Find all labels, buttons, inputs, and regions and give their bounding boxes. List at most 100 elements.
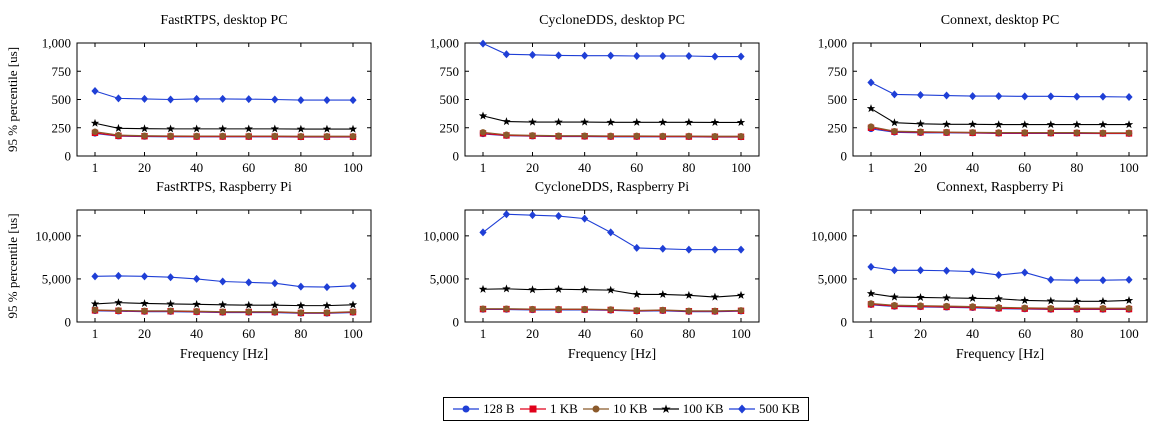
series-100kb-point — [296, 124, 306, 133]
legend-swatch-circle-icon — [453, 405, 480, 413]
subplot-4: FastRTPS, Raspberry Pi 0 5,000 10,000 1 20 40 6… — [5, 180, 372, 362]
series-10kb-point — [271, 132, 279, 140]
series-10kb-point — [969, 129, 976, 136]
series-100kb-line — [870, 108, 1129, 126]
series-100kb-point — [684, 117, 694, 126]
x-tick-label: 80 — [682, 160, 695, 175]
series-100kb-point — [1124, 296, 1134, 305]
plot-frame — [852, 209, 1148, 323]
series-100kb-point — [270, 300, 279, 309]
series-10kb-point — [633, 132, 640, 140]
series-100kb-point — [1098, 120, 1108, 129]
x-tick-label: 40 — [966, 326, 979, 341]
x-tick-label: 100 — [1119, 160, 1139, 175]
x-tick-label: 20 — [138, 160, 151, 175]
series-10kb-point — [685, 132, 693, 140]
series-500kb-point — [271, 95, 279, 104]
series-500kb-point — [91, 272, 99, 281]
series-500kb-point — [633, 51, 641, 60]
plot-frame — [76, 209, 372, 323]
series-500kb-point — [554, 212, 563, 221]
series-10kb-point — [479, 305, 487, 312]
series-100kb-point — [114, 298, 123, 307]
series-10kb-point — [245, 132, 252, 140]
series-10kb-point — [1073, 129, 1081, 136]
series-100kb-point — [580, 285, 589, 294]
series-500kb-point — [1099, 92, 1107, 101]
series-500kb-point — [890, 266, 899, 275]
series-500kb-point — [140, 272, 149, 281]
x-tick-label: 20 — [526, 160, 539, 175]
series-10kb-point — [737, 307, 745, 314]
series-10kb-point — [91, 128, 99, 135]
series-10kb-point — [711, 133, 719, 140]
series-100kb-point — [580, 117, 589, 126]
series-500kb-point — [685, 245, 693, 254]
series-10kb-point — [193, 308, 200, 315]
series-10kb-point — [555, 132, 562, 139]
series-500kb-point — [166, 95, 175, 104]
series-500kb-point — [1047, 92, 1055, 101]
series-500kb-point — [969, 92, 977, 101]
legend-swatch-diamond-icon — [728, 404, 755, 414]
series-10kb-point — [115, 131, 122, 139]
series-10kb-point — [867, 300, 875, 307]
x-tick-label: 40 — [966, 160, 979, 175]
legend-swatch-circle-icon — [583, 405, 610, 413]
y-tick-label: 0 — [453, 315, 460, 330]
series-500kb-point — [737, 52, 745, 61]
series-100kb-point — [478, 111, 488, 120]
y-tick-label: 250 — [828, 120, 848, 135]
y-tick-label: 0 — [841, 315, 848, 330]
x-axis-label: Frequency [Hz] — [956, 347, 1044, 362]
series-500kb-point — [969, 267, 977, 276]
y-tick-label: 250 — [52, 120, 72, 135]
series-100kb-point — [192, 299, 201, 308]
x-tick-label: 100 — [1119, 326, 1139, 341]
x-tick-label: 60 — [242, 160, 255, 175]
subplot-1: FastRTPS, desktop PC 0 250 500 750 1,000 1 20 40… — [5, 13, 372, 175]
series-100kb-point — [244, 124, 253, 133]
y-tick-label: 1,000 — [42, 36, 71, 51]
x-tick-label: 60 — [242, 326, 255, 341]
plot-frame — [464, 209, 760, 323]
series-10kb-point — [297, 309, 305, 316]
series-500kb-point — [91, 87, 99, 96]
y-tick-label: 1,000 — [430, 36, 459, 51]
series-10kb-point — [349, 133, 357, 140]
series-10kb-point — [1021, 129, 1028, 136]
series-500kb-point — [1073, 92, 1081, 101]
series-100kb-point — [968, 119, 977, 128]
series-100kb-point — [166, 299, 175, 308]
y-tick-label: 0 — [841, 149, 848, 164]
series-10kb-point — [659, 132, 667, 140]
series-10kb-point — [995, 129, 1002, 136]
x-tick-label: 1 — [868, 160, 875, 175]
subplot-title: Connext, desktop PC — [941, 13, 1060, 28]
series-100kb-point — [968, 293, 977, 302]
series-500kb-point — [659, 51, 667, 60]
series-500kb-point — [114, 271, 123, 280]
y-tick-label: 5,000 — [818, 271, 847, 286]
series-500kb-point — [607, 51, 615, 60]
series-500kb-point — [114, 94, 123, 103]
legend: 128 B 1 KB 10 KB ★ 100 KB 500 KB — [443, 397, 809, 421]
series-500kb-point — [245, 95, 253, 104]
series-500kb-point — [502, 50, 511, 59]
y-tick-label: 750 — [828, 64, 848, 79]
x-tick-label: 1 — [868, 326, 875, 341]
x-tick-label: 100 — [343, 326, 363, 341]
series-500kb-point — [554, 51, 563, 60]
series-100kb-point — [348, 124, 358, 133]
series-10kb-point — [943, 302, 950, 310]
series-500kb-point — [166, 273, 175, 282]
series-10kb-point — [995, 304, 1002, 311]
series-100kb-point — [90, 299, 100, 308]
series-10kb-point — [529, 132, 536, 139]
series-100kb-point — [1046, 296, 1055, 305]
series-500kb-point — [581, 51, 589, 60]
legend-item-500kb: 500 KB — [728, 401, 800, 417]
series-100kb-point — [736, 290, 746, 299]
y-tick-label: 0 — [65, 149, 72, 164]
